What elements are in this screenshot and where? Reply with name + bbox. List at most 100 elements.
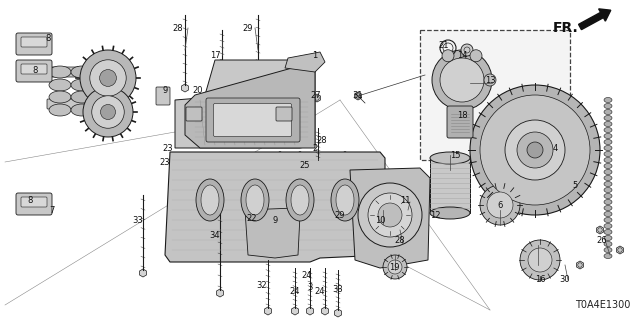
Text: 20: 20 [193,85,204,94]
Ellipse shape [241,179,269,221]
Text: 23: 23 [163,143,173,153]
Text: 2: 2 [312,143,317,153]
Polygon shape [350,168,430,268]
Ellipse shape [604,205,612,211]
Ellipse shape [604,181,612,187]
Text: 26: 26 [596,236,607,244]
Text: 17: 17 [210,51,220,60]
Text: 33: 33 [333,285,344,294]
Ellipse shape [604,146,612,150]
Ellipse shape [604,212,612,217]
Ellipse shape [604,127,612,132]
Ellipse shape [604,140,612,145]
Ellipse shape [604,116,612,121]
Circle shape [378,203,402,227]
Text: T0A4E1300: T0A4E1300 [575,300,630,310]
Circle shape [440,58,484,102]
Ellipse shape [604,223,612,228]
Circle shape [83,87,133,137]
Text: 22: 22 [247,213,257,222]
Circle shape [92,96,124,128]
Text: 29: 29 [243,23,253,33]
Ellipse shape [604,194,612,198]
Ellipse shape [604,151,612,156]
Text: 12: 12 [429,211,440,220]
Text: 28: 28 [173,23,183,33]
Text: 8: 8 [32,66,38,75]
Ellipse shape [196,179,224,221]
Ellipse shape [604,98,612,102]
FancyBboxPatch shape [21,64,47,74]
Circle shape [505,120,565,180]
Text: 8: 8 [45,34,51,43]
Circle shape [528,248,552,272]
Ellipse shape [71,79,93,91]
Circle shape [358,183,422,247]
Ellipse shape [49,104,71,116]
Circle shape [480,95,590,205]
Text: 9: 9 [273,215,278,225]
Circle shape [282,110,289,117]
Circle shape [442,50,454,62]
Text: 14: 14 [457,51,467,60]
Circle shape [520,240,560,280]
Ellipse shape [291,185,309,215]
Text: 34: 34 [210,230,220,239]
Ellipse shape [604,199,612,204]
Ellipse shape [201,185,219,215]
Ellipse shape [430,152,470,164]
Polygon shape [165,152,385,262]
Circle shape [191,110,198,117]
Text: 29: 29 [335,211,345,220]
Ellipse shape [604,109,612,115]
Circle shape [80,50,136,106]
Circle shape [388,260,402,274]
Text: 19: 19 [388,263,399,273]
Circle shape [100,105,115,119]
FancyArrow shape [579,9,611,30]
Ellipse shape [604,164,612,169]
Text: 11: 11 [400,196,410,204]
Text: 3: 3 [307,284,313,292]
Polygon shape [185,63,315,148]
Text: 5: 5 [572,180,578,189]
Ellipse shape [604,253,612,259]
Text: 9: 9 [163,85,168,94]
Text: 10: 10 [375,215,385,225]
Text: 23: 23 [160,157,170,166]
Ellipse shape [71,91,93,103]
Ellipse shape [246,185,264,215]
FancyBboxPatch shape [206,98,300,142]
Ellipse shape [604,218,612,222]
Text: 21: 21 [439,41,449,50]
FancyBboxPatch shape [21,37,47,47]
FancyBboxPatch shape [21,197,47,207]
Text: 28: 28 [395,236,405,244]
Ellipse shape [604,170,612,174]
Ellipse shape [604,133,612,139]
FancyBboxPatch shape [186,107,202,121]
Ellipse shape [331,179,359,221]
FancyBboxPatch shape [447,106,473,138]
Text: 25: 25 [300,161,310,170]
Text: 6: 6 [497,201,502,210]
Circle shape [432,50,492,110]
Ellipse shape [604,157,612,163]
Text: 28: 28 [317,135,327,145]
Ellipse shape [336,185,354,215]
Ellipse shape [604,175,612,180]
Text: 24: 24 [290,287,300,297]
Ellipse shape [604,188,612,193]
Text: 31: 31 [353,91,364,100]
Text: 24: 24 [315,287,325,297]
Ellipse shape [604,247,612,252]
FancyBboxPatch shape [47,99,114,109]
Circle shape [368,193,412,237]
Circle shape [90,60,126,96]
Circle shape [487,192,513,218]
Ellipse shape [604,103,612,108]
Text: 8: 8 [28,196,33,204]
FancyBboxPatch shape [16,33,52,55]
Polygon shape [175,60,315,148]
Text: 16: 16 [534,276,545,284]
